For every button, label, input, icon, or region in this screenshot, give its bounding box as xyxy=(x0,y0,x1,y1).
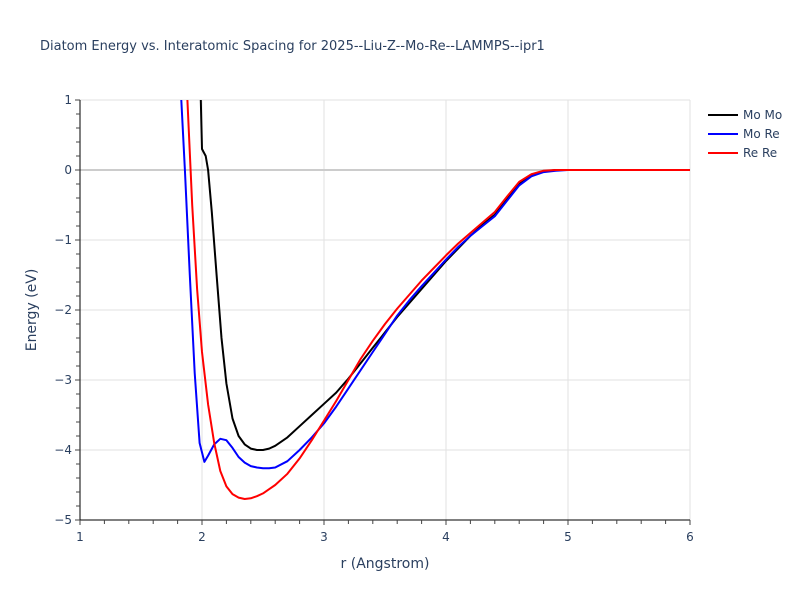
y-tick-label: −2 xyxy=(54,303,72,317)
y-tick-label: −4 xyxy=(54,443,72,457)
x-tick-label: 2 xyxy=(198,530,206,544)
y-tick-label: 0 xyxy=(64,163,72,177)
y-tick-label: −3 xyxy=(54,373,72,387)
series-line-re-re[interactable] xyxy=(186,100,690,500)
chart-title: Diatom Energy vs. Interatomic Spacing fo… xyxy=(40,39,545,54)
plot-area[interactable] xyxy=(79,99,691,521)
legend-label: Mo Re xyxy=(743,127,780,141)
series-line-mo-mo[interactable] xyxy=(199,100,690,451)
x-tick-label: 5 xyxy=(564,530,572,544)
y-tick-label: 1 xyxy=(64,93,72,107)
series-lines xyxy=(180,100,690,500)
x-tick-label: 6 xyxy=(686,530,694,544)
legend-item-mo-re[interactable]: Mo Re xyxy=(708,127,780,141)
x-tick-label: 3 xyxy=(320,530,328,544)
legend-label: Re Re xyxy=(743,146,777,160)
legend-item-re-re[interactable]: Re Re xyxy=(708,146,777,160)
x-axis-label: r (Angstrom) xyxy=(341,556,430,572)
y-axis-ticks: 1 0 −1 −2 −3 −4 −5 xyxy=(54,93,80,527)
gridlines xyxy=(80,99,691,520)
x-tick-label: 1 xyxy=(76,530,84,544)
legend: Mo Mo Mo Re Re Re xyxy=(708,108,782,160)
legend-label: Mo Mo xyxy=(743,108,782,122)
legend-item-mo-mo[interactable]: Mo Mo xyxy=(708,108,782,122)
y-axis-label: Energy (eV) xyxy=(24,269,40,352)
y-tick-label: −1 xyxy=(54,233,72,247)
series-line-mo-re[interactable] xyxy=(180,100,690,470)
x-axis-ticks: 1 2 3 4 5 6 xyxy=(76,520,694,544)
y-tick-label: −5 xyxy=(54,513,72,527)
x-tick-label: 4 xyxy=(442,530,450,544)
